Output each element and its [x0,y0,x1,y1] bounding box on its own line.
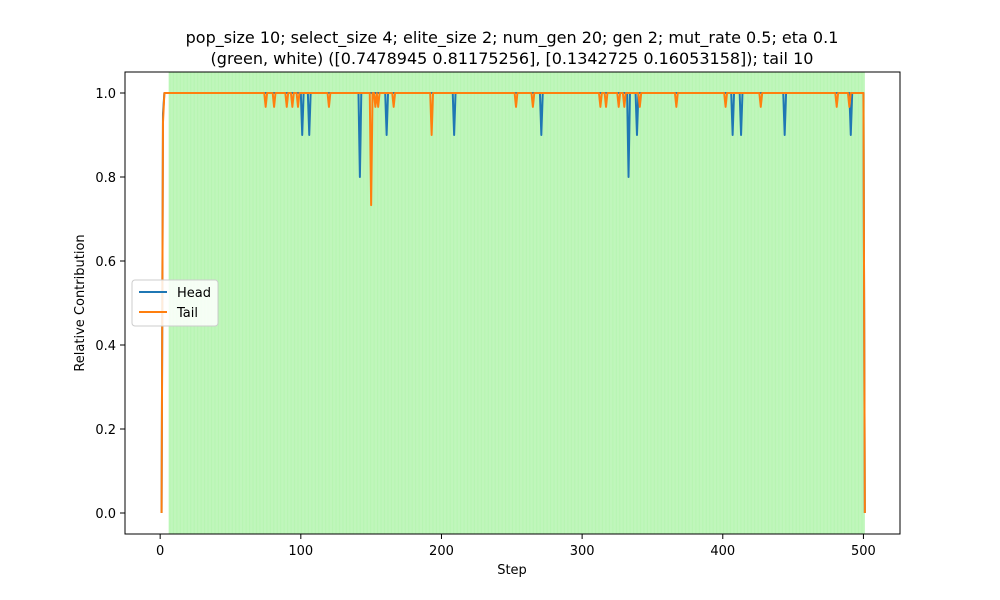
y-tick-label: 0.6 [95,255,116,270]
plot-area-frame [124,71,901,535]
chart-title: pop_size 10; select_size 4; elite_size 2… [186,28,839,68]
shaded-region [168,72,866,534]
x-tick-label: 200 [429,544,454,559]
x-tick-label: 300 [570,544,595,559]
y-tick-label: 1.0 [95,87,116,102]
x-axis-label: Step [497,563,527,578]
series-line-tail [160,92,866,514]
y-tick-label: 0.2 [95,423,116,438]
y-axis-label: Relative Contribution [73,234,88,371]
y-tick-label: 0.8 [95,171,116,186]
shaded-band [168,72,865,534]
legend: Head Tail [131,279,219,327]
legend-label-head: Head [177,286,211,301]
shaded-band-stripes [168,72,866,534]
x-tick-label: 400 [710,544,735,559]
legend-label-tail: Tail [176,306,198,321]
x-tick-label: 100 [288,544,313,559]
x-axis-ticks: 0 100 200 300 400 500 [156,534,876,559]
chart-title-line-2: (green, white) ([0.7478945 0.81175256], … [211,49,814,68]
series-lines [160,92,866,514]
x-tick-label: 0 [156,544,164,559]
y-axis-ticks: 0.0 0.2 0.4 0.6 0.8 1.0 [95,87,125,522]
chart-title-line-1: pop_size 10; select_size 4; elite_size 2… [186,28,839,48]
y-tick-label: 0.0 [95,507,116,522]
y-tick-label: 0.4 [95,339,116,354]
x-tick-label: 500 [851,544,876,559]
